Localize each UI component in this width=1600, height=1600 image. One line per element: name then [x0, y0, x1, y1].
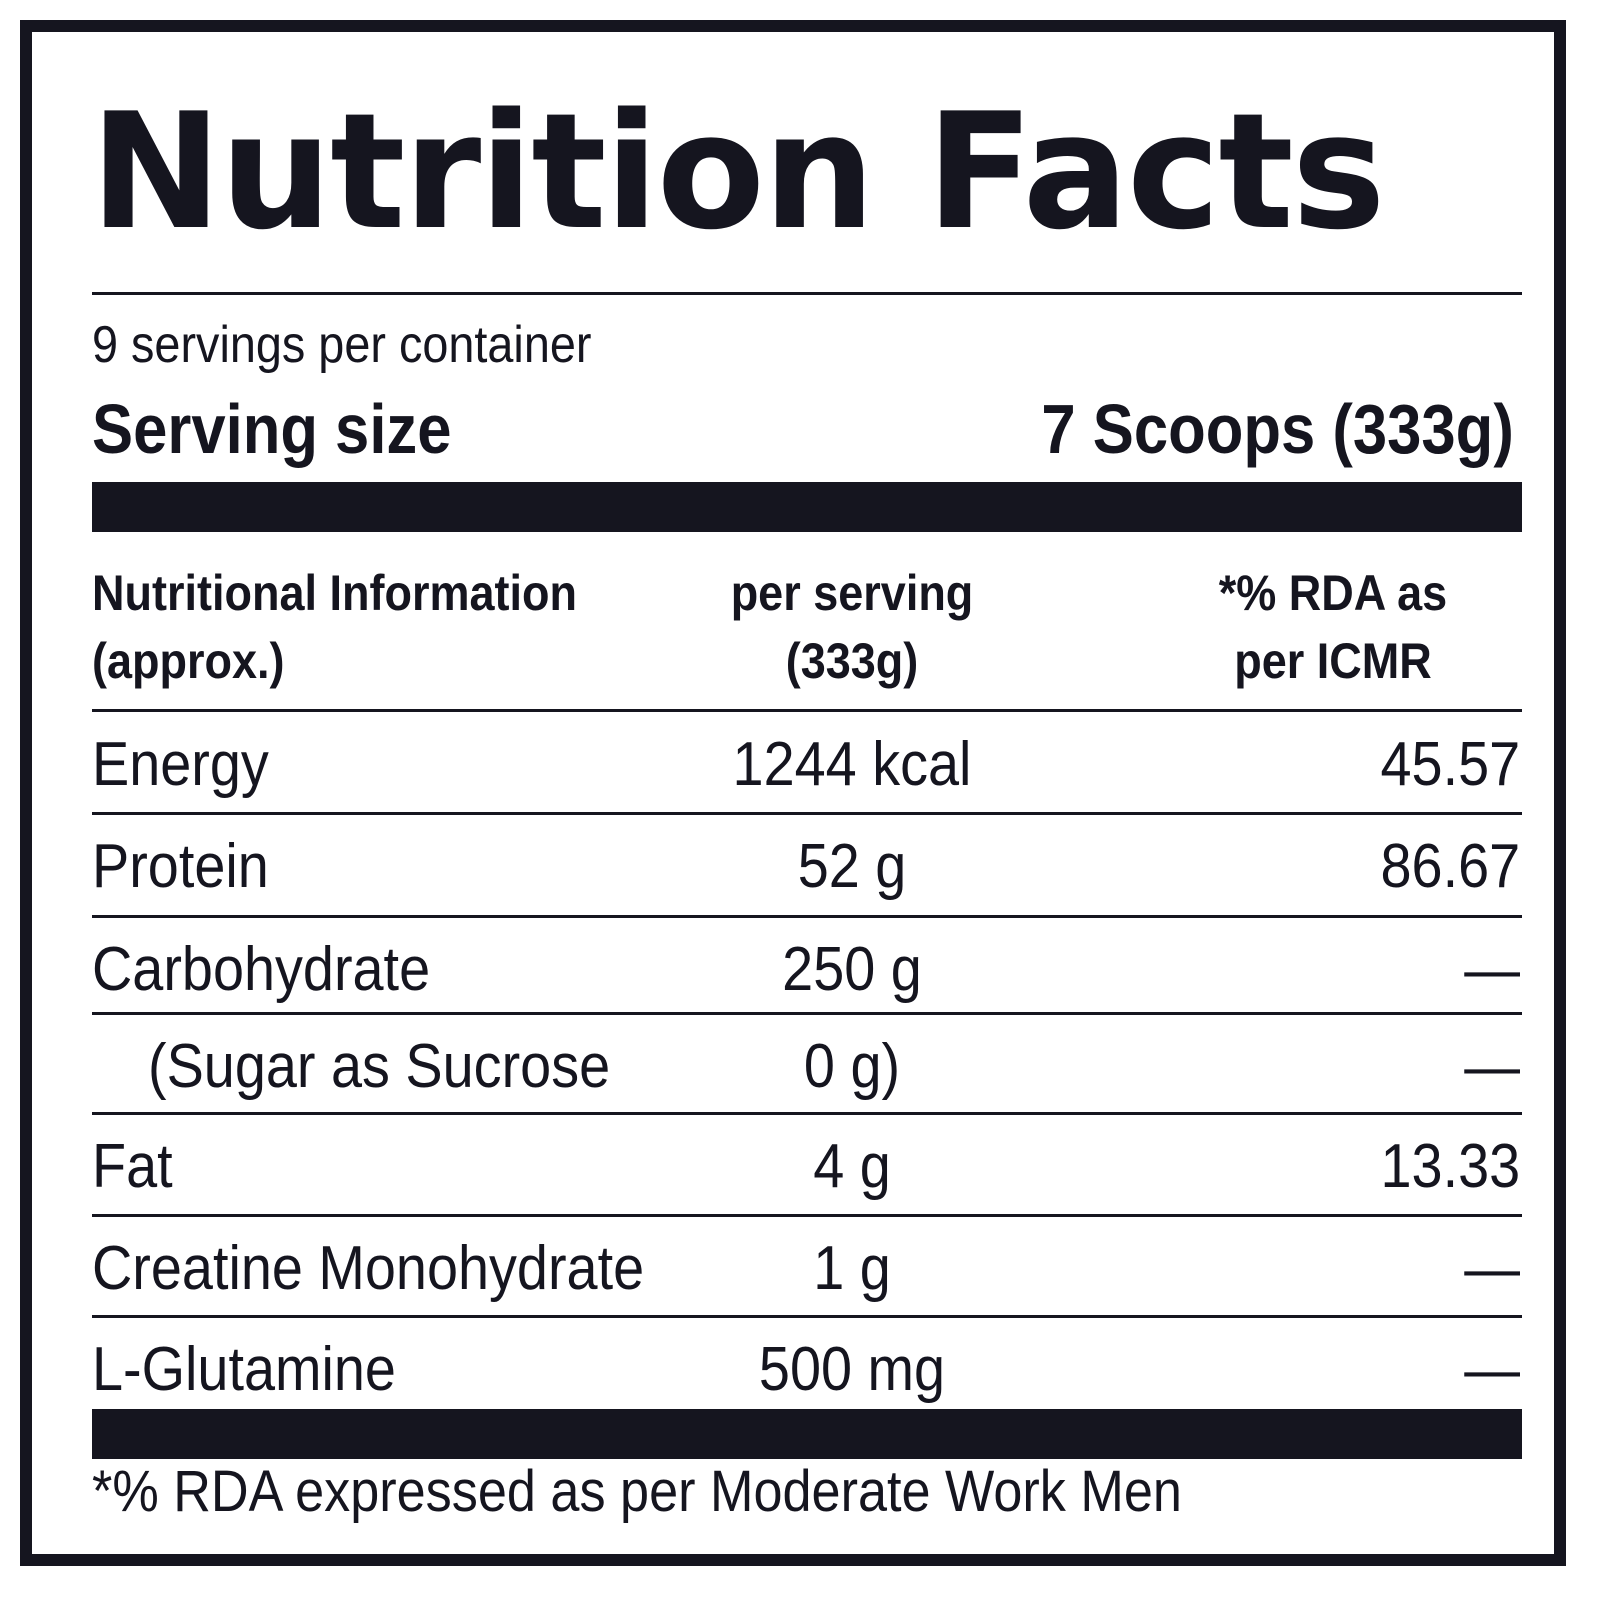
- table-row: L-Glutamine 500 mg —: [92, 1320, 1522, 1420]
- row-nutrient-name: Creatine Monohydrate: [92, 1234, 645, 1303]
- table-row: Fat 4 g 13.33: [92, 1117, 1522, 1217]
- table-row: Protein 52 g 86.67: [92, 817, 1522, 917]
- row-rda: —: [1464, 935, 1520, 1004]
- row-amount: 52 g: [797, 832, 907, 901]
- row-nutrient-name: Carbohydrate: [92, 935, 431, 1004]
- header-nutrient: Nutritional Information (approx.): [92, 559, 650, 695]
- row-divider: [92, 812, 1522, 815]
- row-nutrient-name: Energy: [92, 730, 269, 799]
- row-amount: 1244 kcal: [732, 730, 972, 799]
- nutrition-label: Nutrition Facts 9 servings per container…: [20, 20, 1566, 1566]
- label-title: Nutrition Facts: [90, 78, 1386, 265]
- thick-divider-bottom: [92, 1409, 1522, 1459]
- row-divider: [92, 1112, 1522, 1115]
- rda-footnote: *% RDA expressed as per Moderate Work Me…: [92, 1459, 1182, 1524]
- row-nutrient-name: (Sugar as Sucrose: [148, 1032, 611, 1101]
- row-rda: 13.33: [1380, 1132, 1520, 1201]
- header-rda-line2: per ICMR: [1234, 633, 1432, 689]
- row-amount: 1 g: [813, 1234, 891, 1303]
- table-header: Nutritional Information (approx.) per se…: [92, 559, 1522, 709]
- servings-per-container: 9 servings per container: [92, 316, 592, 374]
- header-per-serving-line2: (333g): [785, 633, 919, 689]
- header-rda: *% RDA as per ICMR: [1144, 559, 1522, 695]
- row-rda: —: [1464, 1335, 1520, 1404]
- header-rda-line1: *% RDA as: [1218, 565, 1448, 621]
- serving-size-row: Serving size 7 Scoops (333g): [92, 389, 1522, 479]
- header-nutrient-line2: (approx.): [92, 633, 285, 689]
- header-per-serving-line1: per serving: [730, 565, 974, 621]
- header-per-serving: per serving (333g): [672, 559, 1032, 695]
- row-divider: [92, 1214, 1522, 1217]
- table-row: (Sugar as Sucrose 0 g) —: [92, 1017, 1522, 1117]
- row-nutrient-name: Protein: [92, 832, 269, 901]
- row-nutrient-name: L-Glutamine: [92, 1335, 396, 1404]
- row-rda: —: [1464, 1032, 1520, 1101]
- row-divider: [92, 915, 1522, 918]
- row-nutrient-name: Fat: [92, 1132, 173, 1201]
- table-row: Energy 1244 kcal 45.57: [92, 715, 1522, 815]
- title-divider: [92, 292, 1522, 295]
- table-row: Creatine Monohydrate 1 g —: [92, 1219, 1522, 1319]
- serving-size-label: Serving size: [92, 390, 452, 468]
- row-divider: [92, 1315, 1522, 1318]
- header-nutrient-line1: Nutritional Information: [92, 565, 577, 621]
- row-rda: 86.67: [1380, 832, 1520, 901]
- table-row: Carbohydrate 250 g —: [92, 920, 1522, 1020]
- serving-size-value: 7 Scoops (333g): [1041, 390, 1514, 468]
- row-amount: 500 mg: [758, 1335, 946, 1404]
- row-amount: 250 g: [782, 935, 922, 1004]
- row-amount: 4 g: [813, 1132, 891, 1201]
- header-divider: [92, 709, 1522, 712]
- row-amount: 0 g): [803, 1032, 901, 1101]
- thick-divider-top: [92, 482, 1522, 532]
- row-rda: 45.57: [1380, 730, 1520, 799]
- row-divider: [92, 1012, 1522, 1015]
- row-rda: —: [1464, 1234, 1520, 1303]
